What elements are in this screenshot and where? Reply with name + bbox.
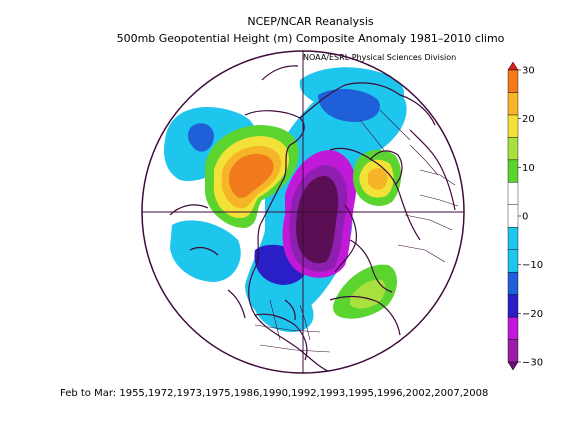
pos-region-orange-east (368, 168, 388, 190)
borders (254, 109, 459, 353)
colorbar-bin (507, 159, 519, 183)
colorbar-bin (507, 92, 519, 116)
colorbar-bin (507, 294, 519, 318)
colorbar-arrow-top (507, 61, 519, 71)
colorbar-arrow-bottom (507, 361, 519, 371)
neg-region-pacific-south (170, 220, 241, 282)
map-subtitle: 500mb Geopotential Height (m) Composite … (116, 32, 505, 45)
colorbar-bin (507, 339, 519, 363)
colorbar-bin (507, 204, 519, 228)
colorbar-bin (507, 114, 519, 138)
anomaly-field (142, 51, 464, 373)
colorbar-bin (507, 137, 519, 161)
neg-region-atlantic (255, 290, 314, 333)
colorbar: 30 20 10 0 −10 −20 −30 (507, 61, 543, 371)
map-boundary (141, 50, 465, 374)
colorbar-tick-label: −30 (522, 358, 543, 369)
colorbar-bin (507, 271, 519, 295)
neg-core-dark (296, 175, 339, 264)
colorbar-tick-label: −10 (522, 260, 543, 271)
colorbar-tick-label: 0 (522, 212, 528, 223)
pos-region-darkorange-west (229, 153, 274, 198)
composite-years-footer: Feb to Mar: 1955,1972,1973,1975,1986,199… (60, 388, 489, 399)
coastlines (169, 65, 456, 373)
colorbar-bin (507, 249, 519, 273)
colorbar-tick-label: 10 (522, 163, 535, 174)
credit-text: NOAA/ESRL Physical Sciences Division (303, 53, 457, 62)
colorbar-bin (507, 182, 519, 205)
map-title: NCEP/NCAR Reanalysis (247, 15, 374, 28)
neg-region-blue-1 (188, 123, 214, 152)
colorbar-bin (507, 69, 519, 93)
colorbar-tick-label: 30 (522, 66, 535, 77)
colorbar-tick-label: 20 (522, 114, 535, 125)
neg-region-blue-3 (318, 88, 380, 122)
colorbar-tick-label: −20 (522, 309, 543, 320)
colorbar-bin (507, 316, 519, 340)
colorbar-bin (507, 227, 519, 250)
